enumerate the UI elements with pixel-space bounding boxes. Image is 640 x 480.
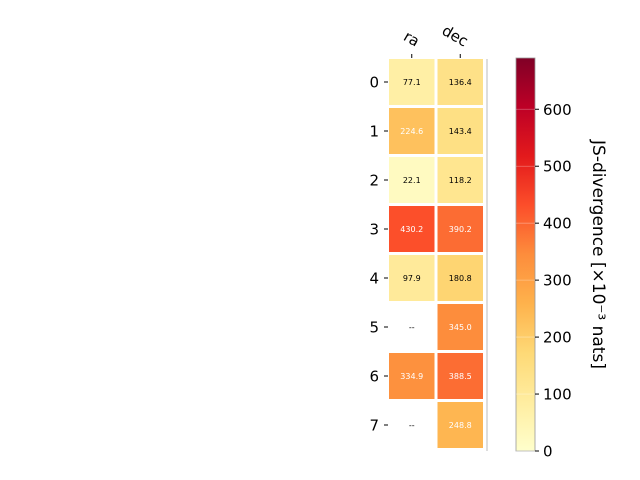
- cell-value-label: 180.8: [449, 274, 472, 283]
- cell-value-label: 22.1: [403, 176, 421, 185]
- heatmap-cell-6-dec: [437, 353, 483, 399]
- heatmap-cell-4-ra: [389, 255, 435, 301]
- row-label: 7: [369, 417, 379, 435]
- column-labels: ra dec: [400, 21, 471, 58]
- row-labels: 0 1 2 3 4 5 6 7: [369, 74, 388, 435]
- row-label: 4: [369, 270, 379, 288]
- colorbar-gradient: [515, 57, 536, 452]
- row-label: 6: [369, 368, 379, 386]
- row-label: 3: [369, 221, 379, 239]
- heatmap-cell-2-dec: [437, 157, 483, 203]
- column-label: dec: [439, 21, 471, 50]
- colorbar-tick-label: 500: [543, 158, 572, 176]
- cell-value-label: 118.2: [449, 176, 472, 185]
- cell-value-label: 77.1: [403, 78, 421, 87]
- cell-value-label: 97.9: [403, 274, 421, 283]
- heatmap-cell-0-ra: [389, 59, 435, 105]
- cell-value-label: 143.4: [449, 127, 472, 136]
- cell-value-label: 248.8: [449, 421, 472, 430]
- colorbar-tick-label: 200: [543, 329, 572, 347]
- cell-value-label: 224.6: [400, 127, 423, 136]
- heatmap-cell-1-ra: [389, 108, 435, 154]
- heatmap-cell-3-ra: [389, 206, 435, 252]
- cell-value-label: --: [409, 421, 415, 430]
- row-label: 1: [369, 123, 379, 141]
- cell-value-label: 334.9: [400, 372, 423, 381]
- cell-value-label: 345.0: [449, 323, 472, 332]
- row-label: 2: [369, 172, 379, 190]
- cell-value-label: 136.4: [449, 78, 472, 87]
- cell-value-label: 390.2: [449, 225, 472, 234]
- colorbar-label: JS-divergence [×10⁻³ nats]: [588, 139, 608, 369]
- heatmap-cell-2-ra: [389, 157, 435, 203]
- colorbar-tick-label: 0: [543, 443, 553, 461]
- row-label: 0: [369, 74, 379, 92]
- row-label: 5: [369, 319, 379, 337]
- heatmap-cell-5-dec: [437, 304, 483, 350]
- cell-value-label: 430.2: [400, 225, 423, 234]
- heatmap-cell-6-ra: [389, 353, 435, 399]
- column-label: ra: [400, 27, 422, 50]
- heatmap-cell-0-dec: [437, 59, 483, 105]
- heatmap-grid: 77.1 136.4 224.6 143.4 22.1 118.2 430.2 390.2 97…: [389, 59, 488, 451]
- heatmap-cell-3-dec: [437, 206, 483, 252]
- heatmap-cell-7-dec: [437, 402, 483, 448]
- colorbar-tick-label: 600: [543, 101, 572, 119]
- heatmap-cell-1-dec: [437, 108, 483, 154]
- cell-value-label: 388.5: [449, 372, 472, 381]
- cell-value-label: --: [409, 323, 415, 332]
- colorbar-tick-label: 400: [543, 215, 572, 233]
- colorbar: 0 100 200 300 400 500 600 JS-divergence [×10⁻³ …: [515, 57, 608, 461]
- heatmap-cell-4-dec: [437, 255, 483, 301]
- colorbar-tick-label: 100: [543, 386, 572, 404]
- colorbar-tick-label: 300: [543, 272, 572, 290]
